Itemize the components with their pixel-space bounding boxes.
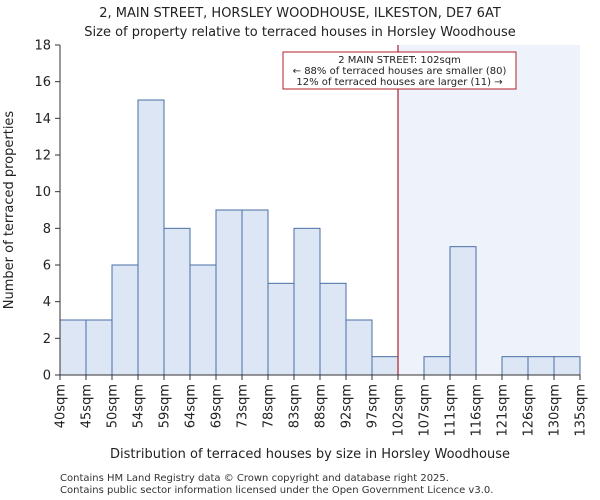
bar-126sqm [527, 356, 555, 376]
attribution-footer: Contains HM Land Registry data © Crown c… [60, 473, 493, 497]
x-tick-label: 107sqm [418, 384, 433, 437]
bars-group [59, 99, 581, 376]
histogram-chart: 0 2 4 6 8 10 12 14 16 18 40sqm 45sqm 50sqm 54sqm 59sq… [2, 39, 589, 463]
bar-73sqm [241, 209, 269, 376]
y-tick-label: 10 [34, 185, 51, 200]
bar-45sqm [85, 319, 113, 376]
bar-54sqm [137, 99, 165, 376]
bar-121sqm [501, 356, 529, 376]
x-axis-label: Distribution of terraced houses by size … [110, 447, 510, 462]
x-tick-label: 40sqm [54, 384, 69, 428]
x-tick-label: 45sqm [80, 384, 95, 428]
bar-40sqm [59, 319, 87, 376]
bar-78sqm [267, 282, 295, 376]
bar-83sqm [293, 227, 321, 376]
x-tick-label: 92sqm [340, 384, 355, 428]
x-tick-label: 111sqm [444, 384, 459, 437]
annotation-smaller-text: ← 88% of terraced houses are smaller (80… [293, 66, 507, 77]
chart-title-block: 2, MAIN STREET, HORSLEY WOODHOUSE, ILKES… [0, 4, 600, 42]
y-tick-label: 6 [43, 259, 51, 274]
x-tick-label: 73sqm [236, 384, 251, 428]
x-tick-label: 69sqm [210, 384, 225, 428]
bar-92sqm [345, 319, 373, 376]
land-registry-attribution: Contains HM Land Registry data © Crown c… [60, 473, 449, 484]
y-axis-label: Number of terraced properties [2, 111, 17, 310]
bar-59sqm [163, 227, 191, 376]
x-tick-label: 59sqm [158, 384, 173, 428]
licence-attribution: Contains public sector information licen… [60, 485, 494, 496]
bar-69sqm [215, 209, 243, 376]
x-tick-label: 54sqm [132, 384, 147, 428]
x-tick-label: 102sqm [392, 384, 407, 437]
x-tick-label: 126sqm [522, 384, 537, 437]
property-annotation: 2 MAIN STREET: 102sqm ← 88% of terraced … [282, 51, 517, 90]
bar-64sqm [189, 264, 217, 376]
bar-107sqm [423, 356, 451, 376]
y-tick-label: 18 [34, 39, 51, 54]
x-tick-label: 50sqm [106, 384, 121, 428]
y-tick-label: 14 [34, 112, 51, 127]
chart-subtitle: Size of property relative to terraced ho… [84, 25, 516, 40]
bar-111sqm [449, 246, 477, 376]
larger-properties-highlight-region [398, 45, 580, 375]
bar-50sqm [111, 264, 139, 376]
y-tick-label: 0 [43, 369, 51, 384]
annotation-box [282, 51, 517, 90]
bar-88sqm [319, 282, 347, 376]
y-tick-label: 8 [43, 222, 51, 237]
x-tick-label: 83sqm [288, 384, 303, 428]
y-tick-label: 12 [34, 149, 51, 164]
x-tick-label: 88sqm [314, 384, 329, 428]
y-tick-label: 4 [43, 295, 51, 310]
y-ticks-group: 0 2 4 6 8 10 12 14 16 18 [34, 39, 60, 384]
x-tick-label: 135sqm [574, 384, 589, 437]
bar-130sqm [553, 356, 581, 376]
x-tick-label: 130sqm [548, 384, 563, 437]
x-ticks-group: 40sqm 45sqm 50sqm 54sqm 59sqm 64sqm 69sqm 73sqm… [54, 375, 589, 437]
y-tick-label: 2 [43, 332, 51, 347]
x-tick-label: 97sqm [366, 384, 381, 428]
annotation-title: 2 MAIN STREET: 102sqm [338, 55, 461, 66]
x-tick-label: 78sqm [262, 384, 277, 428]
bar-97sqm [371, 356, 399, 376]
x-tick-label: 121sqm [496, 384, 511, 437]
annotation-larger-text: 12% of terraced houses are larger (11) → [296, 77, 502, 88]
x-tick-label: 64sqm [184, 384, 199, 428]
y-tick-label: 16 [34, 75, 51, 90]
property-address-title: 2, MAIN STREET, HORSLEY WOODHOUSE, ILKES… [99, 6, 501, 21]
x-tick-label: 116sqm [470, 384, 485, 437]
